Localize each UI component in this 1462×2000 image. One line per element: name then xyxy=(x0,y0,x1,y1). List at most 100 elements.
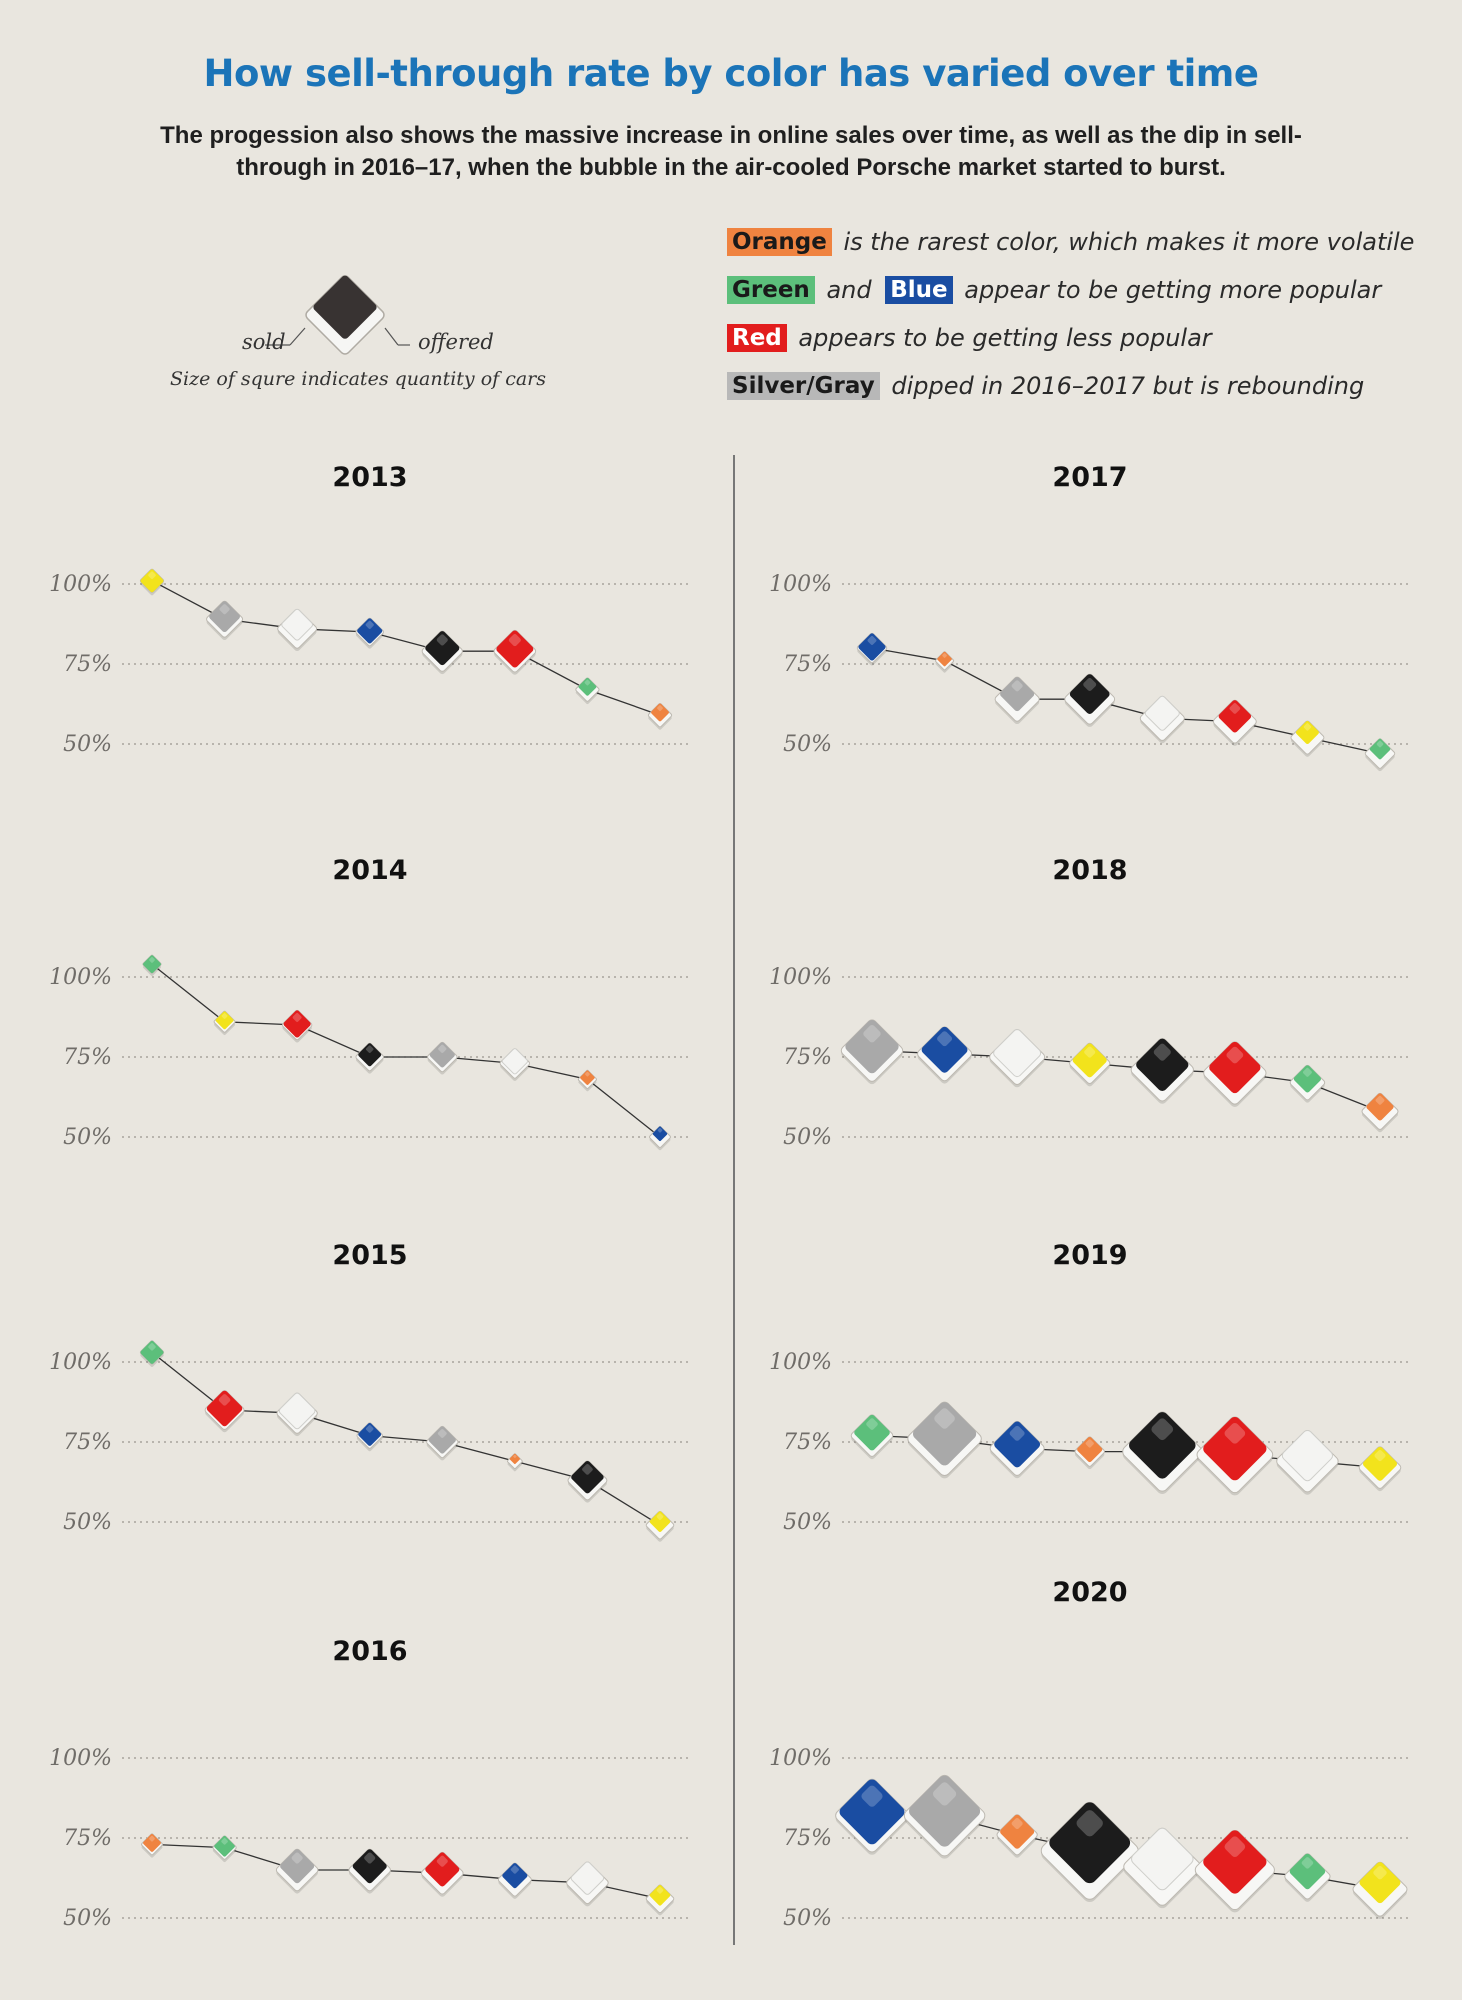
y-tick-label: 75% xyxy=(63,1826,112,1851)
point-black xyxy=(355,1042,384,1074)
note-silver: Silver/Gray dipped in 2016–2017 but is r… xyxy=(727,371,1447,419)
chart-title: 2019 xyxy=(1052,1240,1128,1271)
chart-title: 2017 xyxy=(1052,462,1128,493)
point-white xyxy=(277,608,318,652)
point-silver xyxy=(903,1774,986,1859)
tag-blue: Blue xyxy=(885,276,953,304)
y-tick-label: 75% xyxy=(783,652,832,677)
note-text: dipped in 2016–2017 but is rebounding xyxy=(891,372,1365,400)
point-green xyxy=(1364,738,1396,772)
point-black xyxy=(421,630,463,675)
point-white xyxy=(1123,1827,1202,1909)
tag-silver: Silver/Gray xyxy=(727,372,880,400)
point-yellow xyxy=(213,1010,236,1036)
point-yellow xyxy=(1290,720,1325,757)
point-orange xyxy=(935,651,955,673)
chart-plot: 100% 75% 50% xyxy=(49,1746,690,1931)
y-tick-label: 75% xyxy=(63,1045,112,1070)
chart-2019: 2019 100% 75% 50% xyxy=(750,1240,1430,1535)
chart-title: 2013 xyxy=(332,462,408,493)
point-green xyxy=(850,1414,894,1460)
chart-2016: 2016 100% 75% 50% xyxy=(30,1636,710,1931)
point-green xyxy=(139,1340,165,1367)
y-tick-label: 50% xyxy=(783,732,832,757)
y-tick-label: 50% xyxy=(783,1125,832,1150)
chart-2015: 2015 100% 75% 50% xyxy=(30,1240,710,1542)
point-silver xyxy=(840,1019,904,1085)
chart-title: 2020 xyxy=(1052,1577,1128,1608)
point-red xyxy=(421,1851,464,1897)
chart-2018: 2018 100% 75% 50% xyxy=(750,855,1430,1150)
point-red xyxy=(493,629,537,675)
note-orange: Orange is the rarest color, which makes … xyxy=(727,227,1447,275)
y-tick-label: 50% xyxy=(63,1125,112,1150)
y-tick-label: 50% xyxy=(783,1906,832,1931)
y-tick-label: 100% xyxy=(49,965,112,990)
y-tick-label: 100% xyxy=(49,1350,112,1375)
chart-plot: 100% 75% 50% xyxy=(769,965,1410,1150)
y-tick-label: 50% xyxy=(63,1510,112,1535)
point-yellow xyxy=(1069,1042,1111,1087)
point-orange xyxy=(1074,1436,1105,1470)
point-blue xyxy=(835,1778,909,1855)
point-yellow xyxy=(645,1884,675,1916)
point-red xyxy=(1203,1041,1267,1107)
chart-title: 2014 xyxy=(332,855,408,886)
note-green-blue: Green and Blue appear to be getting more… xyxy=(727,275,1447,323)
point-white xyxy=(1276,1429,1339,1495)
point-silver xyxy=(426,1425,459,1461)
point-silver xyxy=(427,1041,458,1075)
point-yellow xyxy=(1358,1446,1402,1492)
point-white xyxy=(566,1861,609,1907)
point-silver xyxy=(206,600,244,641)
point-yellow xyxy=(1352,1861,1408,1920)
point-red xyxy=(1212,699,1257,746)
point-black xyxy=(1122,1411,1203,1494)
point-orange xyxy=(996,1814,1038,1858)
point-white xyxy=(276,1392,318,1437)
point-red xyxy=(1196,1416,1274,1496)
point-blue xyxy=(989,1420,1045,1479)
point-blue xyxy=(497,1862,532,1899)
point-green xyxy=(1284,1853,1331,1902)
series-line xyxy=(151,963,661,1138)
y-tick-label: 100% xyxy=(769,1746,832,1771)
tag-red: Red xyxy=(727,324,787,352)
point-green xyxy=(212,1835,237,1863)
point-black xyxy=(1040,1801,1139,1903)
page-subtitle: The progession also shows the massive in… xyxy=(160,122,1302,181)
chart-plot: 100% 75% 50% xyxy=(769,572,1410,772)
page-title: How sell-through rate by color has varie… xyxy=(203,52,1259,95)
y-tick-label: 50% xyxy=(783,1510,832,1535)
legend-offered-label: offered xyxy=(418,330,494,354)
point-white xyxy=(499,1048,531,1081)
point-blue xyxy=(917,1026,973,1084)
y-tick-label: 75% xyxy=(783,1045,832,1070)
y-tick-label: 75% xyxy=(63,652,112,677)
point-red xyxy=(204,1390,245,1433)
y-tick-label: 100% xyxy=(769,965,832,990)
chart-plot: 100% 75% 50% xyxy=(769,1746,1410,1931)
point-red xyxy=(281,1009,313,1043)
legend-caption: Size of squre indicates quantity of cars xyxy=(170,368,547,390)
tag-green: Green xyxy=(727,276,815,304)
point-green xyxy=(142,954,162,977)
column-divider xyxy=(733,455,735,1945)
chart-title: 2015 xyxy=(332,1240,408,1271)
point-black xyxy=(1064,673,1116,727)
y-tick-label: 50% xyxy=(63,1906,112,1931)
note-text: appear to be getting more popular xyxy=(964,276,1382,304)
y-tick-label: 50% xyxy=(63,732,112,757)
note-red: Red appears to be getting less popular xyxy=(727,323,1447,371)
point-red xyxy=(1194,1829,1275,1913)
note-text: is the rarest color, which makes it more… xyxy=(843,228,1415,256)
chart-2014: 2014 100% 75% 50% xyxy=(30,855,710,1151)
point-orange xyxy=(141,1833,163,1858)
legend-sold-label: sold xyxy=(242,330,286,354)
point-silver xyxy=(275,1848,319,1894)
point-green xyxy=(1289,1064,1326,1103)
point-orange xyxy=(577,1069,597,1092)
y-tick-label: 100% xyxy=(769,572,832,597)
point-white xyxy=(1139,695,1185,744)
chart-plot: 100% 75% 50% xyxy=(49,568,690,757)
